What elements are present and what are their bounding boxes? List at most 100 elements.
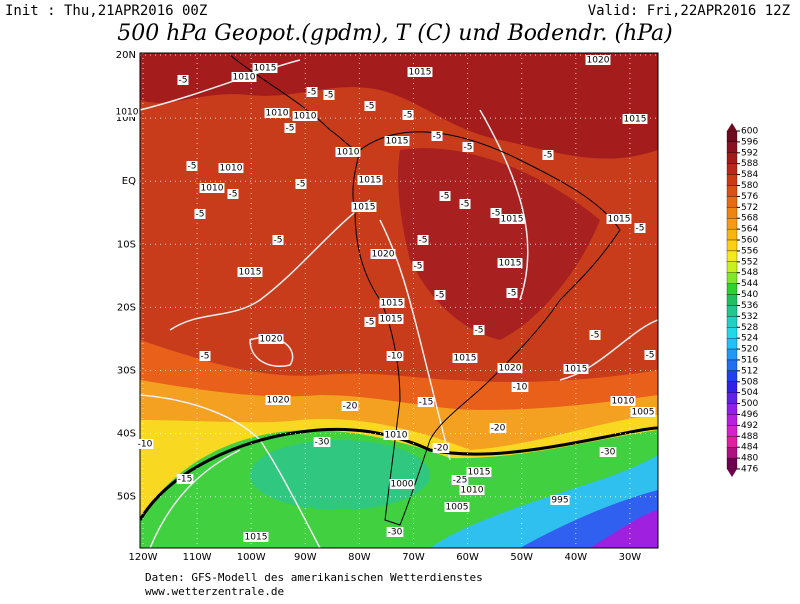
temperature-label: -5 [274, 236, 283, 246]
isobar-label-box [389, 479, 415, 489]
colorbar-label: 524 [741, 334, 758, 344]
temperature-label: -5 [508, 289, 517, 299]
isobar-label-box [335, 147, 361, 157]
temperature-label: -30 [315, 438, 330, 448]
colorbar-label: 564 [741, 225, 758, 235]
lat-label: 10S [117, 239, 136, 250]
isobar-label: 1015 [624, 115, 647, 125]
temperature-label: -30 [601, 448, 616, 458]
colorbar-label: 572 [741, 203, 758, 213]
temperature-label: -5 [297, 180, 306, 190]
colorbar-segment [726, 228, 738, 241]
isobar-label-box [379, 298, 405, 308]
isobar-label: 1015 [499, 259, 522, 269]
colorbar-label: 580 [741, 181, 758, 191]
colorbar-segment [726, 207, 738, 219]
colorbar-segment [726, 414, 738, 426]
temperature-label-box [386, 351, 404, 361]
temperature-label-box [402, 110, 414, 120]
isobar-label-box [452, 353, 478, 363]
colorbar-segment [726, 381, 738, 393]
temperature-label-box [490, 208, 502, 218]
isobar-label-box [497, 363, 523, 373]
temperature-label: -5 [646, 351, 655, 361]
colorbar-label: 596 [741, 137, 758, 147]
colorbar-label: 528 [741, 323, 758, 333]
isobar-label-box [264, 108, 290, 118]
isobar-label-box [243, 532, 269, 542]
isobar-label: 1005 [446, 503, 469, 513]
lon-label: 80W [348, 552, 371, 563]
temperature-label-box [412, 261, 424, 271]
temperature-label: -5 [544, 151, 553, 161]
colorbar-label: 500 [741, 399, 758, 409]
colorbar-label: 548 [741, 268, 758, 278]
isobar-label: 1010 [461, 486, 484, 496]
lon-label: 50W [510, 552, 533, 563]
temperature-label-box [489, 423, 507, 433]
colorbar-segment [726, 185, 738, 197]
isobar-label-box [378, 314, 404, 324]
temperature-label-box [272, 235, 284, 245]
temperature-label: -5 [286, 124, 295, 134]
isobar-label: 1015 [608, 215, 631, 225]
temperature-label: -10 [138, 440, 153, 450]
isobar-label-box [351, 202, 377, 212]
temperature-label: -25 [453, 476, 468, 486]
isobar-label-box [258, 334, 284, 344]
temperature-label: -5 [179, 76, 188, 86]
isobar-label: 1015 [254, 64, 277, 74]
lon-label: 100W [237, 552, 266, 563]
map-field [139, 52, 659, 549]
colorbar-segment [726, 152, 738, 164]
isobar-label-box [585, 55, 611, 65]
isobar-label-box [497, 258, 523, 268]
colorbar-label: 496 [741, 410, 758, 420]
colorbar-segment [726, 348, 738, 361]
temperature-label-box [589, 330, 601, 340]
temperature-label: -5 [464, 143, 473, 153]
colorbar-label: 536 [741, 301, 758, 311]
lon-label: 30W [619, 552, 642, 563]
temperature-label: -5 [325, 91, 334, 101]
temperature-label-box [186, 161, 198, 171]
temperature-label: -5 [475, 326, 484, 336]
lat-label: 10N [116, 113, 136, 124]
temperature-label-box [295, 179, 307, 189]
temperature-label-box [434, 290, 446, 300]
temperature-label-box [194, 209, 206, 219]
colorbar-segment [726, 327, 738, 339]
colorbar-bottom-arrow [727, 469, 737, 477]
colorbar-label: 568 [741, 214, 758, 224]
colorbar-label: 584 [741, 170, 758, 180]
colorbar-segment [726, 272, 738, 284]
lon-label: 60W [456, 552, 479, 563]
temperature-label: -5 [188, 162, 197, 172]
lon-label: 40W [564, 552, 587, 563]
footer-source: Daten: GFS-Modell des amerikanischen Wet… [145, 571, 483, 584]
isobar-label-box [630, 407, 656, 417]
colorbar-segment [726, 141, 738, 153]
isobar-label: 1015 [380, 315, 403, 325]
colorbar-label: 532 [741, 312, 758, 322]
isobar-label-box [622, 114, 648, 124]
isobar-label-box [231, 72, 257, 82]
colorbar-label: 512 [741, 366, 758, 376]
temperature-label-box [417, 235, 429, 245]
init-time: Init : Thu,21APR2016 00Z [5, 3, 207, 19]
temperature-label-box [136, 439, 154, 449]
temperature-label: -5 [366, 318, 375, 328]
isobar-label: 1015 [381, 299, 404, 309]
isobar-label-box [237, 267, 263, 277]
isobar-label-box [357, 175, 383, 185]
isobar-label: 1015 [565, 365, 588, 375]
isobar-label-box [550, 495, 570, 505]
colorbar-label: 544 [741, 279, 758, 289]
temperature-label: -10 [513, 383, 528, 393]
temperature-label-box [199, 351, 211, 361]
colorbar-label: 484 [741, 443, 758, 453]
colorbar-label: 576 [741, 192, 758, 202]
temperature-label: -5 [229, 190, 238, 200]
isobar-label-box [459, 485, 485, 495]
